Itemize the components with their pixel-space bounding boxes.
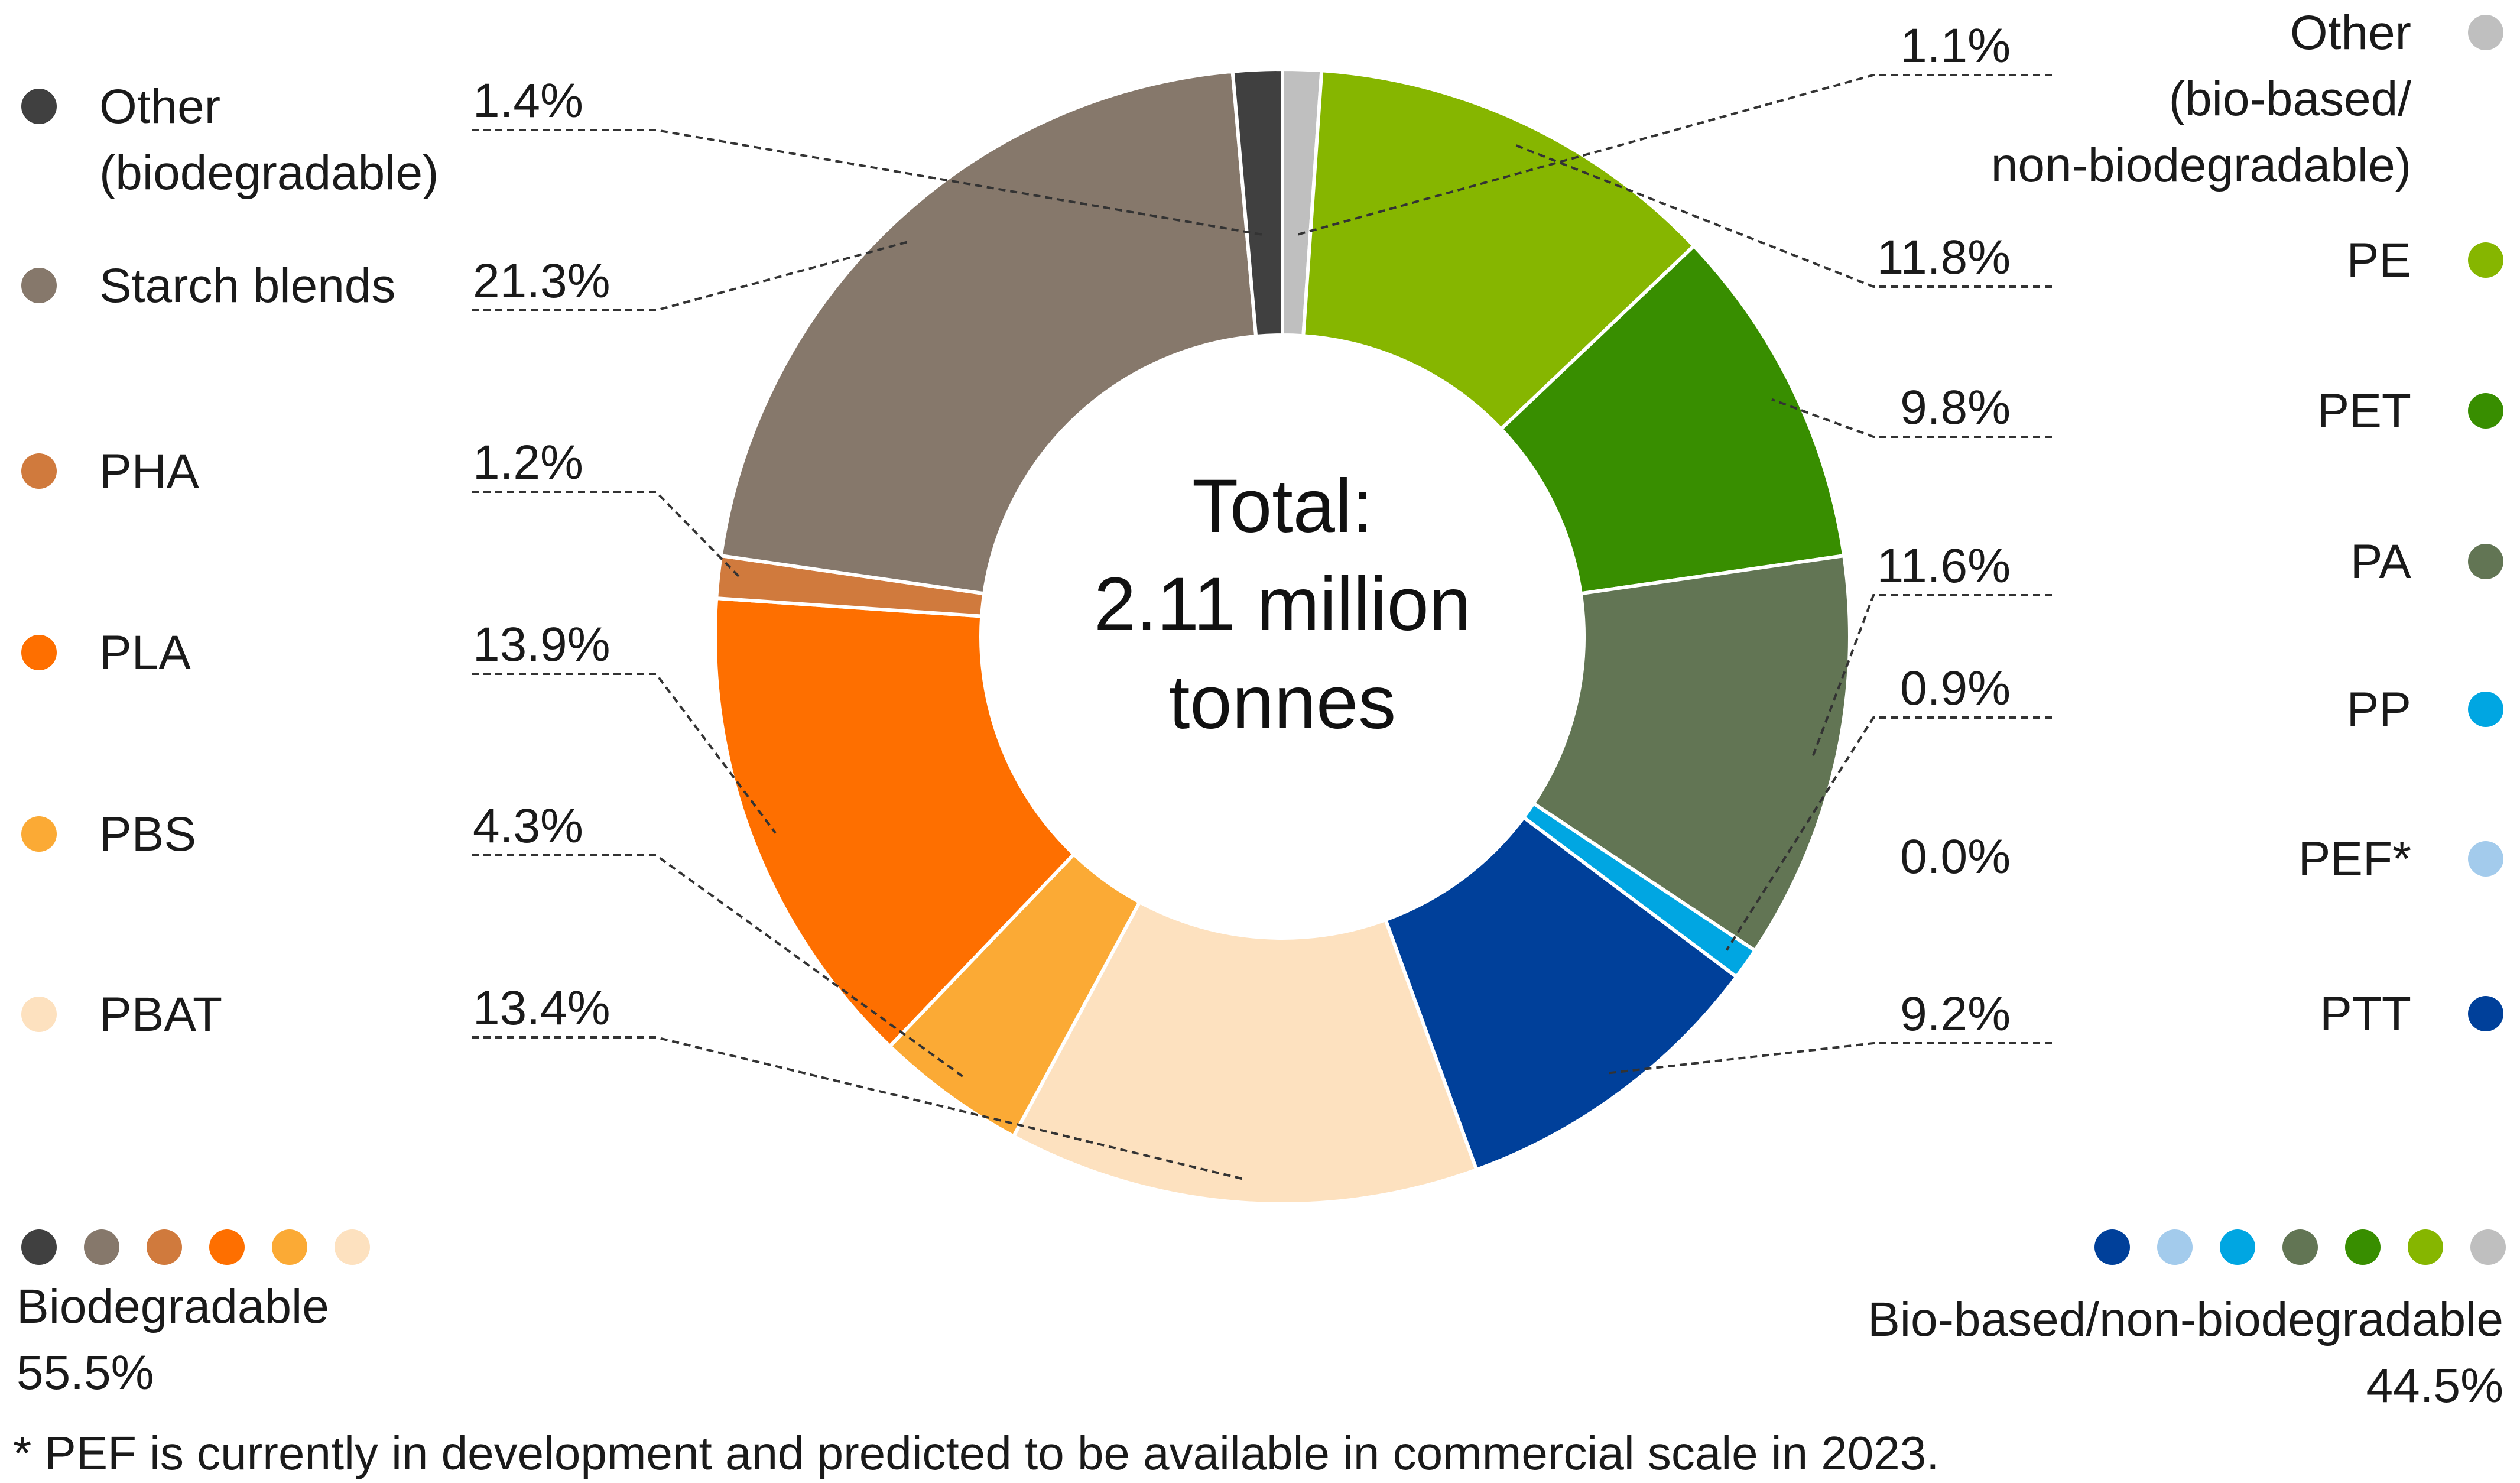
legend-dot-pla (21, 635, 57, 670)
legend-label-other_bb: (bio-based/ (2169, 72, 2411, 126)
legend-dot-pe (2468, 242, 2503, 278)
legend-left: Other (biodegradable) Starch blends PHA PLA P… (21, 80, 439, 1041)
leader-pha (472, 491, 743, 580)
value-label-pha: 1.2% (473, 436, 583, 489)
value-label-other_bd: 1.4% (473, 74, 583, 128)
legend-dot-pet (2468, 393, 2503, 429)
center-line-3: tonnes (1169, 660, 1396, 745)
legend-dot-starch (21, 268, 57, 303)
group-dot-pe (2408, 1229, 2443, 1265)
group-dot-other_bb (2470, 1229, 2506, 1265)
legend-dot-pa (2468, 544, 2503, 579)
legend-dot-other_bb (2468, 15, 2503, 50)
donut-slices (713, 67, 1852, 1206)
slice-pa (1531, 553, 1852, 953)
center-line-2: 2.11 million (1094, 562, 1471, 647)
value-label-starch: 21.3% (473, 254, 610, 308)
value-label-pp: 0.9% (1900, 661, 2011, 715)
legend-dot-other_bd (21, 89, 57, 124)
legend-dot-ptt (2468, 996, 2503, 1031)
slice-ptt (1383, 814, 1739, 1172)
legend-label-other_bd: Other (99, 80, 220, 134)
legend-label-other_bd: (biodegradable) (99, 146, 439, 200)
group-value-biobased: 44.5% (2366, 1359, 2503, 1413)
legend-label-other_bb: Other (2290, 6, 2411, 60)
group-summaries: Biodegradable 55.5% Bio-based/non-biodegra… (17, 1229, 2506, 1413)
center-label: Total: 2.11 million tonnes (1094, 464, 1471, 745)
slice-starch (719, 69, 1258, 596)
legend-right: Other (bio-based/non-biodegradable) PE PET P… (1991, 6, 2503, 1041)
value-label-pbat: 13.4% (473, 981, 610, 1035)
legend-dot-pha (21, 453, 57, 489)
center-line-1: Total: (1192, 464, 1373, 549)
leader-other_bb (1295, 74, 2052, 236)
leader-pp (1725, 716, 2052, 951)
group-dot-pla (209, 1229, 245, 1265)
value-label-pet: 9.8% (1900, 381, 2011, 434)
value-label-pbs: 4.3% (473, 799, 583, 853)
legend-label-ptt: PTT (2320, 987, 2411, 1041)
group-dot-pha (147, 1229, 182, 1265)
legend-label-pbs: PBS (99, 807, 196, 861)
slice-pbat (1011, 900, 1479, 1206)
group-dot-pp (2220, 1229, 2255, 1265)
legend-label-pet: PET (2317, 384, 2411, 438)
slice-pe (1301, 69, 1697, 432)
footnote: * PEF is currently in development and pr… (13, 1427, 1940, 1479)
legend-dot-pbat (21, 997, 57, 1032)
leader-pbat (472, 1036, 1243, 1180)
legend-label-pef: PEF* (2298, 832, 2411, 886)
group-dot-pef (2157, 1229, 2193, 1265)
leader-lines (472, 74, 2052, 1180)
leader-starch (472, 240, 910, 311)
legend-dot-pef (2468, 841, 2503, 877)
group-dot-other_bd (21, 1229, 57, 1265)
leader-ptt (1606, 1042, 2052, 1075)
value-label-pla: 13.9% (473, 618, 610, 671)
group-dot-pet (2345, 1229, 2381, 1265)
value-label-pef: 0.0% (1900, 830, 2011, 884)
leader-pe (1514, 143, 2052, 288)
legend-label-starch: Starch blends (99, 259, 395, 313)
group-label-biodegradable: Biodegradable (17, 1280, 329, 1333)
value-labels: 1.4% 21.3% 1.2% 13.9% 4.3% 13.4% 1.1% 11.8% 9.8%… (473, 19, 2011, 1041)
legend-label-pe: PE (2347, 233, 2411, 287)
slice-other_bd (1230, 67, 1284, 339)
leader-pbs (472, 854, 963, 1078)
legend-dot-pp (2468, 692, 2503, 727)
legend-label-pp: PP (2347, 683, 2411, 736)
value-label-pa: 11.6% (1877, 539, 2011, 593)
group-dot-pa (2282, 1229, 2318, 1265)
group-value-biodegradable: 55.5% (17, 1346, 154, 1400)
legend-label-other_bb: non-biodegradable) (1991, 138, 2411, 192)
leader-pet (1771, 398, 2052, 438)
group-dot-pbs (272, 1229, 307, 1265)
group-dot-pbat (335, 1229, 370, 1265)
legend-dot-pbs (21, 816, 57, 852)
leader-pa (1811, 594, 2052, 757)
leader-other_bd (472, 129, 1265, 236)
legend-label-pbat: PBAT (99, 988, 222, 1041)
legend-label-pla: PLA (99, 626, 191, 680)
value-label-ptt: 9.2% (1900, 987, 2011, 1041)
slice-pla (713, 596, 1077, 1049)
group-dot-starch (84, 1229, 119, 1265)
leader-pla (472, 673, 777, 834)
group-dot-ptt (2094, 1229, 2130, 1265)
value-label-other_bb: 1.1% (1900, 19, 2011, 73)
legend-label-pha: PHA (99, 444, 199, 498)
value-label-pe: 11.8% (1877, 231, 2011, 284)
legend-label-pa: PA (2350, 535, 2412, 589)
slice-pet (1498, 243, 1846, 596)
group-label-biobased: Bio-based/non-biodegradable (1868, 1293, 2503, 1346)
